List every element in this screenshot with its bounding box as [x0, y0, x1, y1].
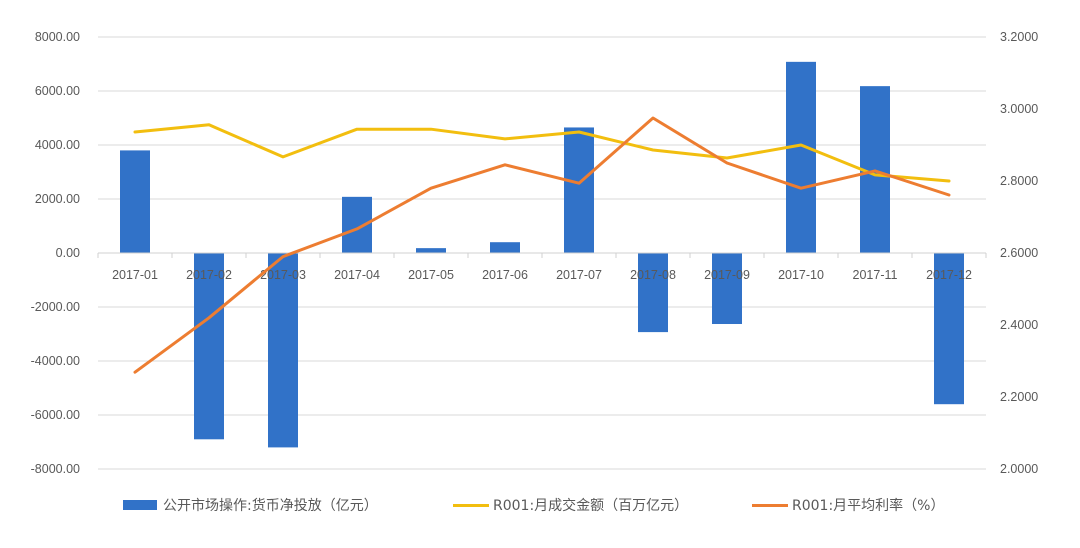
x-axis-tick-label: 2017-09 [704, 268, 750, 282]
left-axis-tick-label: -8000.00 [31, 462, 80, 476]
x-axis-tick-label: 2017-07 [556, 268, 602, 282]
legend-label: R001:月平均利率（%） [792, 498, 945, 514]
bar[interactable] [194, 253, 224, 440]
left-axis-tick-label: 8000.00 [35, 30, 80, 44]
legend-item-r001-volume[interactable]: R001:月成交金额（百万亿元） [453, 490, 688, 520]
bar[interactable] [638, 253, 668, 333]
x-axis-tick-label: 2017-02 [186, 268, 232, 282]
right-axis-tick-label: 2.6000 [1000, 246, 1038, 260]
legend-item-r001-rate[interactable]: R001:月平均利率（%） [752, 490, 944, 520]
bar[interactable] [712, 253, 742, 325]
x-axis-tick-label: 2017-06 [482, 268, 528, 282]
left-axis-tick-label: 4000.00 [35, 138, 80, 152]
left-axis-tick-label: 6000.00 [35, 84, 80, 98]
x-axis-tick-label: 2017-08 [630, 268, 676, 282]
legend-label: 公开市场操作:货币净投放（亿元） [163, 498, 378, 514]
left-axis-tick-label: -6000.00 [31, 408, 80, 422]
legend-line-swatch-icon [752, 503, 788, 507]
legend-item-net-injection[interactable]: 公开市场操作:货币净投放（亿元） [123, 490, 378, 520]
right-axis-tick-label: 2.8000 [1000, 174, 1038, 188]
x-axis-tick-label: 2017-11 [853, 268, 898, 282]
x-axis-tick-label: 2017-04 [334, 268, 380, 282]
legend-label: R001:月成交金额（百万亿元） [493, 498, 689, 514]
bar-series [120, 61, 964, 448]
x-axis-tick-label: 2017-01 [112, 268, 158, 282]
right-axis-tick-label: 2.0000 [1000, 462, 1038, 476]
right-axis-tick-label: 2.2000 [1000, 390, 1038, 404]
left-axis-tick-label: -2000.00 [31, 300, 80, 314]
x-axis-tick-label: 2017-03 [260, 268, 306, 282]
legend-bar-swatch-icon [123, 500, 157, 510]
right-axis-tick-label: 2.4000 [1000, 318, 1038, 332]
right-axis-tick-label: 3.0000 [1000, 102, 1038, 116]
legend-line-swatch-icon [453, 503, 489, 507]
bar[interactable] [342, 196, 372, 253]
bar[interactable] [786, 61, 816, 254]
left-axis-tick-label: 0.00 [56, 246, 80, 260]
x-axis-tick-label: 2017-10 [778, 268, 824, 282]
right-axis-tick-label: 3.2000 [1000, 30, 1038, 44]
chart-legend: 公开市场操作:货币净投放（亿元） R001:月成交金额（百万亿元） R001:月… [0, 490, 1080, 520]
bar[interactable] [490, 242, 520, 253]
chart-plot-area: 8000.00 6000.00 4000.00 2000.00 0.00 -2000.00… [31, 30, 1039, 476]
x-axis-tick-label: 2017-05 [408, 268, 454, 282]
bar[interactable] [268, 253, 298, 448]
bar[interactable] [564, 127, 594, 253]
x-axis-tick-label: 2017-12 [926, 268, 972, 282]
line-series-r001-rate[interactable] [133, 116, 951, 374]
left-axis-tick-label: 2000.00 [35, 192, 80, 206]
line-series-r001-volume[interactable] [133, 123, 951, 183]
bar[interactable] [120, 150, 150, 253]
bar[interactable] [416, 248, 446, 253]
bar[interactable] [934, 253, 964, 405]
left-axis-tick-label: -4000.00 [31, 354, 80, 368]
